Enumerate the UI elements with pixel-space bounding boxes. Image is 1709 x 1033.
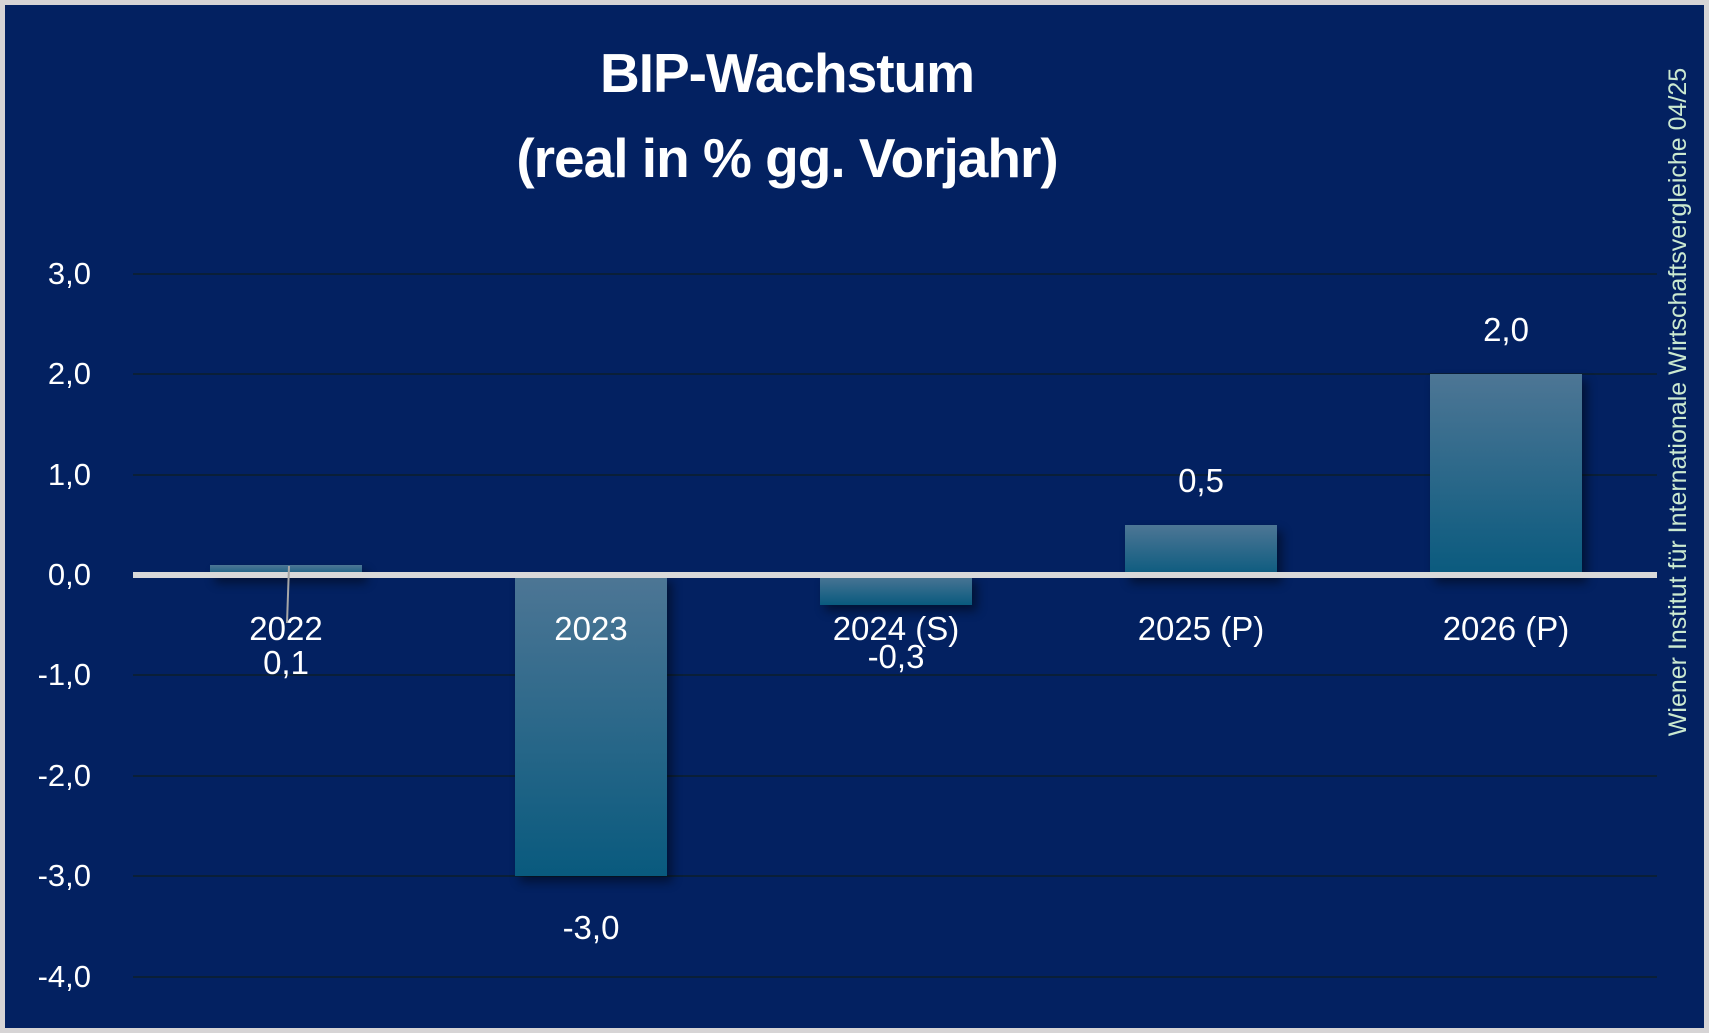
- gridline--4-0: [133, 975, 1657, 978]
- gridline--3-0: [133, 875, 1657, 878]
- category-label-2025-p: 2025 (P): [1137, 610, 1265, 647]
- bar-2024-s: [820, 575, 972, 606]
- gridline--1-0: [133, 674, 1657, 677]
- chart-title-line2: (real in % gg. Vorjahr): [516, 127, 1058, 189]
- y-tick-label--1-0: -1,0: [37, 657, 91, 693]
- y-tick-label-2-0: 2,0: [47, 356, 91, 392]
- value-label-2025-p: 0,5: [1178, 461, 1224, 499]
- value-label-2022: 0,1: [263, 644, 309, 681]
- category-label-2023: 2023: [554, 610, 628, 647]
- bar-2023: [515, 575, 667, 877]
- bar-2025-p: [1125, 524, 1277, 577]
- gridline--2-0: [133, 774, 1657, 777]
- value-label-2026-p: 2,0: [1483, 311, 1529, 349]
- gridline-3-0: [133, 272, 1657, 275]
- category-label-2024-s: 2024 (S): [832, 610, 960, 647]
- y-tick-label-1-0: 1,0: [47, 456, 91, 492]
- chart-title-line1: BIP-Wachstum: [599, 42, 975, 104]
- category-label-2026-p: 2026 (P): [1442, 610, 1570, 647]
- category-label-2022: 2022: [249, 610, 323, 647]
- zero-axis-line: [133, 572, 1657, 578]
- y-tick-label-3-0: 3,0: [47, 255, 91, 291]
- value-label-2024-s: -0,3: [867, 638, 925, 675]
- bar-2026-p: [1430, 374, 1582, 577]
- y-tick-label--2-0: -2,0: [37, 757, 91, 793]
- source-caption: Wiener Institut für Internationale Wirts…: [1664, 67, 1692, 737]
- y-tick-label-0-0: 0,0: [47, 557, 91, 592]
- gridline-1-0: [133, 473, 1657, 476]
- chart-title: BIP-Wachstum (real in % gg. Vorjahr): [5, 31, 1569, 201]
- gridline-2-0: [133, 373, 1657, 376]
- value-label-2023: -3,0: [562, 909, 620, 947]
- y-tick-label--3-0: -3,0: [37, 858, 91, 894]
- y-tick-label--4-0: -4,0: [37, 958, 91, 994]
